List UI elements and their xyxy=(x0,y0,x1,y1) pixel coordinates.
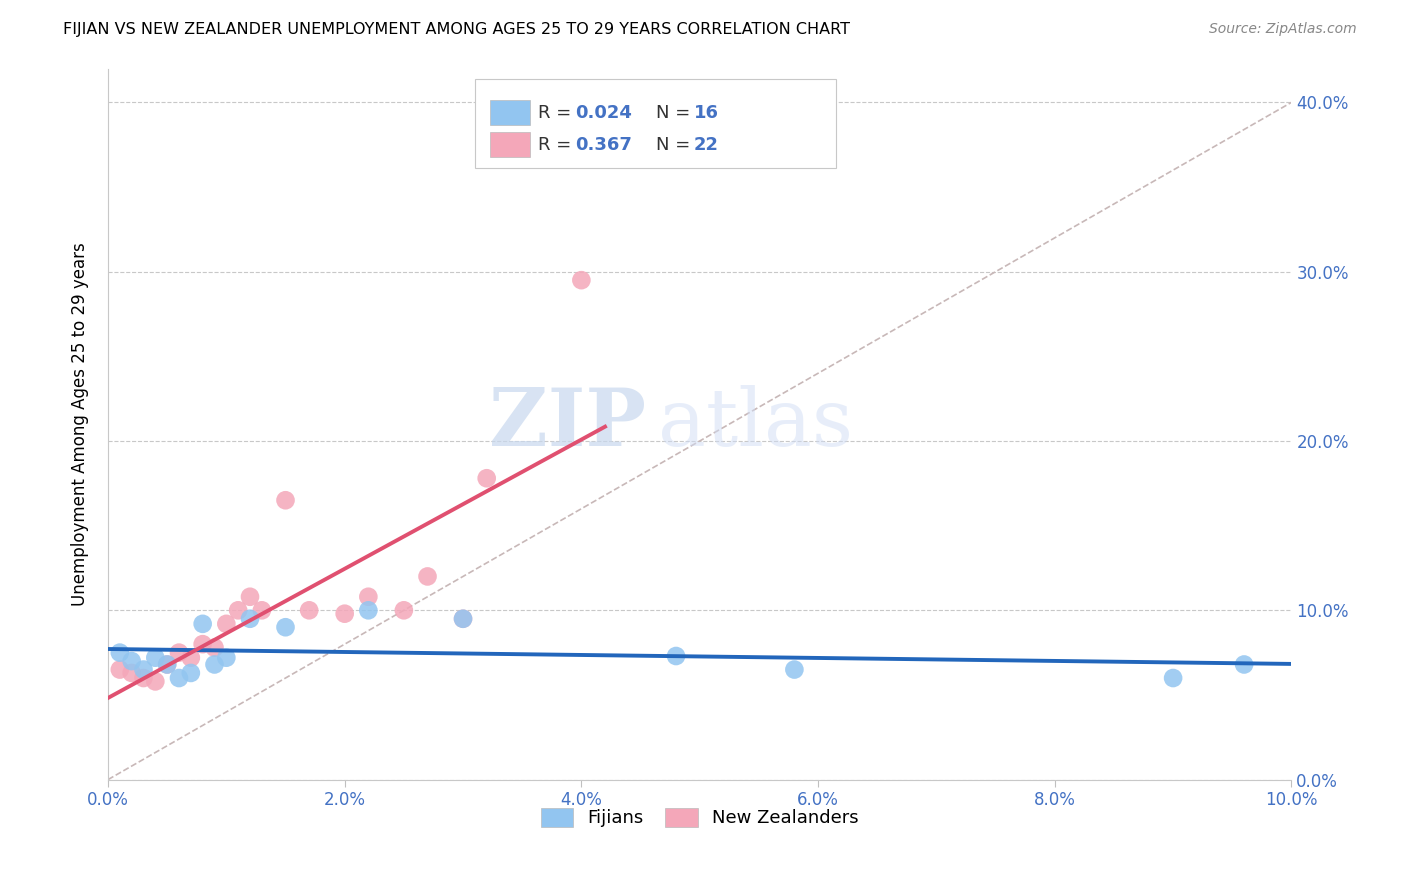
Text: 22: 22 xyxy=(693,136,718,153)
Point xyxy=(121,665,143,680)
Point xyxy=(451,612,474,626)
Point xyxy=(226,603,249,617)
Text: N =: N = xyxy=(657,103,696,121)
Point xyxy=(392,603,415,617)
FancyBboxPatch shape xyxy=(491,132,530,157)
Point xyxy=(108,663,131,677)
Point xyxy=(416,569,439,583)
Point xyxy=(274,493,297,508)
Point xyxy=(215,650,238,665)
Point xyxy=(156,657,179,672)
Text: Source: ZipAtlas.com: Source: ZipAtlas.com xyxy=(1209,22,1357,37)
Point xyxy=(239,612,262,626)
Point xyxy=(239,590,262,604)
Text: R =: R = xyxy=(537,103,576,121)
Point xyxy=(1161,671,1184,685)
Point xyxy=(167,646,190,660)
Point xyxy=(204,640,226,655)
Point xyxy=(569,273,592,287)
Point xyxy=(333,607,356,621)
Y-axis label: Unemployment Among Ages 25 to 29 years: Unemployment Among Ages 25 to 29 years xyxy=(72,243,89,606)
Point xyxy=(298,603,321,617)
Point xyxy=(191,637,214,651)
Point xyxy=(143,674,166,689)
Point xyxy=(204,657,226,672)
Legend: Fijians, New Zealanders: Fijians, New Zealanders xyxy=(533,801,866,835)
Text: R =: R = xyxy=(537,136,576,153)
Point xyxy=(180,650,202,665)
Point xyxy=(783,663,806,677)
Point xyxy=(108,646,131,660)
Text: FIJIAN VS NEW ZEALANDER UNEMPLOYMENT AMONG AGES 25 TO 29 YEARS CORRELATION CHART: FIJIAN VS NEW ZEALANDER UNEMPLOYMENT AMO… xyxy=(63,22,851,37)
Point xyxy=(250,603,273,617)
Point xyxy=(274,620,297,634)
Point xyxy=(180,665,202,680)
FancyBboxPatch shape xyxy=(475,79,835,168)
Point xyxy=(132,671,155,685)
Text: 0.024: 0.024 xyxy=(575,103,633,121)
Point xyxy=(665,648,688,663)
Point xyxy=(357,590,380,604)
Point xyxy=(121,654,143,668)
Point xyxy=(215,616,238,631)
Point xyxy=(167,671,190,685)
Point xyxy=(156,657,179,672)
Point xyxy=(1233,657,1256,672)
Text: 16: 16 xyxy=(693,103,718,121)
Text: N =: N = xyxy=(657,136,696,153)
FancyBboxPatch shape xyxy=(491,100,530,126)
Point xyxy=(132,663,155,677)
Point xyxy=(475,471,498,485)
Text: 0.367: 0.367 xyxy=(575,136,633,153)
Point xyxy=(191,616,214,631)
Text: atlas: atlas xyxy=(658,385,853,463)
Point xyxy=(143,650,166,665)
Point xyxy=(357,603,380,617)
Text: ZIP: ZIP xyxy=(489,385,647,463)
Point xyxy=(451,612,474,626)
